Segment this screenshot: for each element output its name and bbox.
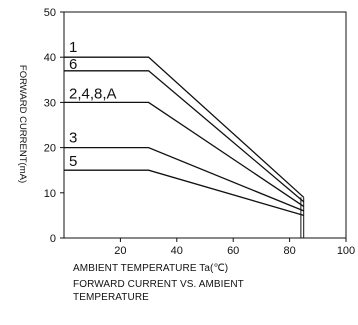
y-tick-label: 20 (44, 143, 56, 155)
x-tick-label: 40 (171, 245, 183, 257)
series-label-3: 2,4,8,A (69, 85, 117, 102)
x-tick-label: 20 (114, 245, 126, 257)
series-line-3 (64, 101, 305, 207)
chart-caption-line-2: TEMPERATURE (73, 292, 149, 303)
series-labels: 16 2,4,8,A 3 5 (69, 39, 117, 170)
series-lines (64, 56, 305, 238)
series-label-4: 3 (69, 130, 77, 147)
plot-frame (63, 11, 347, 239)
series-line-4 (64, 146, 304, 212)
x-tick-label: 60 (227, 245, 239, 257)
series-label-5: 5 (69, 153, 77, 170)
series-label-1: 1 (69, 39, 77, 56)
chart-caption-line-1: FORWARD CURRENT VS. AMBIENT (73, 279, 244, 290)
y-tick-label: 10 (44, 188, 56, 200)
y-tick-label: 30 (44, 97, 56, 109)
x-axis-ticks: 20 40 60 80 100 (114, 238, 355, 257)
x-tick-label: 80 (283, 245, 295, 257)
y-tick-label: 40 (44, 52, 56, 64)
x-axis-title: AMBIENT TEMPERATURE Ta(℃) (73, 263, 229, 274)
y-axis-ticks: 0 10 20 30 40 50 (44, 7, 64, 245)
y-axis-title: FORWARD CURRENT(mA) (17, 65, 28, 183)
x-tick-label: 100 (337, 245, 355, 257)
series-line-5 (64, 169, 304, 217)
y-tick-label: 50 (44, 7, 56, 19)
series-line-1 (64, 56, 305, 198)
y-tick-label: 0 (50, 233, 56, 245)
series-label-2: 6 (69, 56, 77, 73)
series-line-2 (64, 70, 305, 203)
